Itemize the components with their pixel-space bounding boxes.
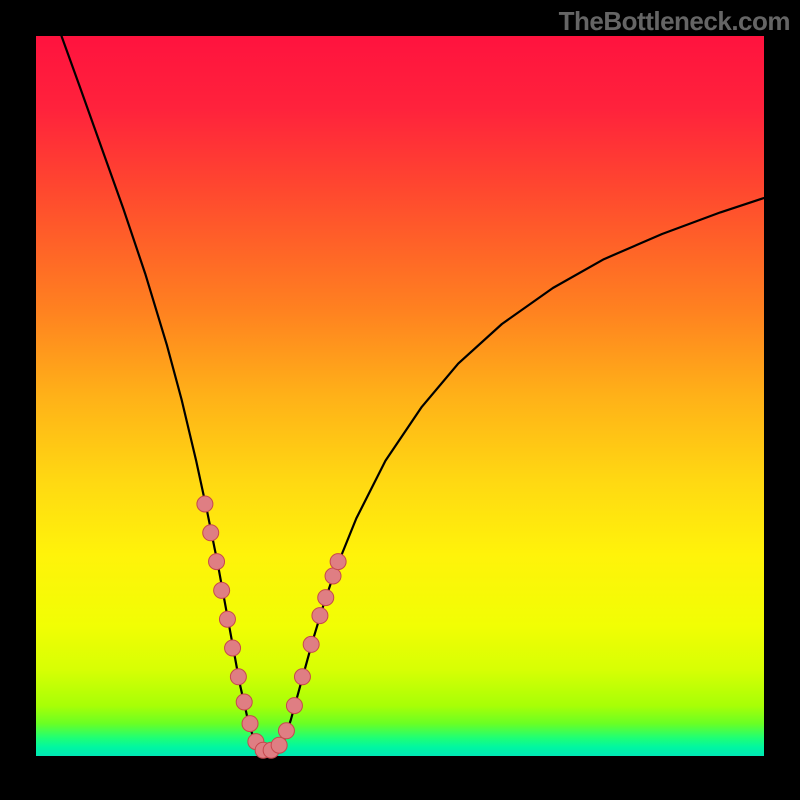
data-marker (225, 640, 241, 656)
data-marker (278, 723, 294, 739)
watermark-text: TheBottleneck.com (559, 6, 790, 37)
data-marker (209, 554, 225, 570)
data-marker (242, 716, 258, 732)
data-marker (197, 496, 213, 512)
data-marker (325, 568, 341, 584)
data-marker (271, 737, 287, 753)
chart-container: TheBottleneck.com (0, 0, 800, 800)
data-marker (230, 669, 246, 685)
data-marker (330, 554, 346, 570)
data-marker (294, 669, 310, 685)
data-marker (303, 636, 319, 652)
plot-background (36, 36, 764, 756)
data-marker (318, 590, 334, 606)
data-marker (286, 698, 302, 714)
data-marker (214, 582, 230, 598)
data-marker (203, 525, 219, 541)
bottleneck-chart (0, 0, 800, 800)
data-marker (219, 611, 235, 627)
data-marker (312, 608, 328, 624)
data-marker (236, 694, 252, 710)
